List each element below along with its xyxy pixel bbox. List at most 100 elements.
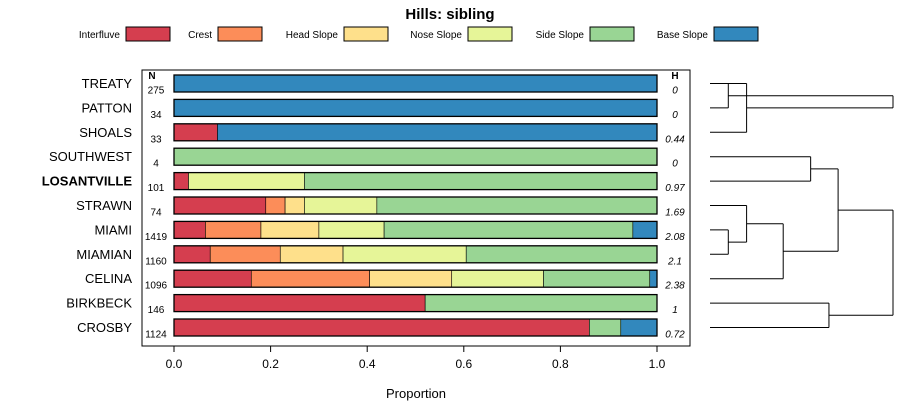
bar-outline xyxy=(173,98,658,118)
h-value: 0 xyxy=(672,110,678,121)
bar-outline xyxy=(173,123,658,142)
bar-outline xyxy=(173,220,658,240)
h-value: 2.1 xyxy=(667,256,682,267)
row-shoals: SHOALS 33 0.44 xyxy=(79,123,685,145)
row-birkbeck: BIRKBECK 146 1 xyxy=(66,293,678,316)
bar-segment-interfluve xyxy=(173,221,206,239)
bar-segment-head-slope xyxy=(279,245,344,264)
bar-segment-nose-slope xyxy=(451,269,544,288)
n-value: 74 xyxy=(150,208,162,219)
legend-swatch-2 xyxy=(343,26,389,42)
bar-segment-interfluve xyxy=(173,172,189,190)
x-tick-label-0: 0.0 xyxy=(166,357,183,371)
bar-outline xyxy=(173,318,658,337)
bar-segment-side-slope xyxy=(173,147,658,166)
bar-segment-base-slope xyxy=(632,221,658,239)
row-patton: PATTON 34 0 xyxy=(81,98,678,121)
h-value: 2.38 xyxy=(664,281,685,292)
legend-swatch-3 xyxy=(467,26,513,42)
dendrogram xyxy=(710,83,894,328)
legend-label-4: Side Slope xyxy=(536,30,585,41)
h-value: 0 xyxy=(672,86,678,97)
bar-segment-head-slope xyxy=(369,269,453,288)
n-value: 34 xyxy=(150,110,162,121)
bar-segment-interfluve xyxy=(173,318,590,337)
bar-segment-interfluve xyxy=(173,196,267,215)
bar-outline xyxy=(173,147,658,166)
n-value: 1124 xyxy=(145,330,167,341)
n-column-header: N xyxy=(148,71,155,82)
row-crosby: CROSBY 1124 0.72 xyxy=(77,318,685,341)
bar-segment-side-slope xyxy=(376,196,658,215)
category-label: MIAMIAN xyxy=(76,247,132,262)
bar-segment-crest xyxy=(250,269,370,288)
bar-segment-interfluve xyxy=(173,123,218,142)
bar-segment-interfluve xyxy=(173,294,426,312)
bar-segment-nose-slope xyxy=(188,172,305,190)
legend: Interfluve Crest Head Slope Nose Slope Side … xyxy=(79,26,759,42)
category-label: BIRKBECK xyxy=(66,296,132,311)
bar-outline xyxy=(173,269,658,288)
bar-outline xyxy=(173,74,658,93)
bar-segment-side-slope xyxy=(304,172,658,190)
x-tick-label-2: 0.4 xyxy=(359,357,376,371)
bar-rows: TREATY 275 0 PATTON 34 0 SHOALS 33 0.44 SOUTHWEST… xyxy=(42,74,685,341)
bar-segment-nose-slope xyxy=(318,221,385,239)
bar-segment-nose-slope xyxy=(304,196,378,215)
n-value: 275 xyxy=(148,86,165,97)
bar-segment-side-slope xyxy=(589,318,622,337)
category-label: STRAWN xyxy=(76,198,132,213)
category-label: SOUTHWEST xyxy=(49,149,132,164)
x-axis: 0.0 0.2 0.4 0.6 0.8 1.0 xyxy=(166,346,666,371)
bar-segment-base-slope xyxy=(217,123,658,142)
category-label: CELINA xyxy=(85,271,132,286)
row-strawn: STRAWN 74 1.69 xyxy=(76,196,685,219)
bar-segment-side-slope xyxy=(465,245,658,264)
bar-segment-head-slope xyxy=(260,221,320,239)
legend-label-0: Interfluve xyxy=(79,30,121,41)
bar-segment-side-slope xyxy=(543,269,651,288)
legend-label-1: Crest xyxy=(188,30,212,41)
bar-segment-side-slope xyxy=(424,294,658,312)
n-value: 1419 xyxy=(145,232,168,243)
legend-label-5: Base Slope xyxy=(657,30,709,41)
legend-swatch-1 xyxy=(217,26,263,42)
plot-frame xyxy=(141,69,691,347)
n-value: 1160 xyxy=(145,256,167,267)
legend-label-3: Nose Slope xyxy=(410,30,462,41)
h-value: 0.72 xyxy=(665,330,685,341)
x-tick-label-4: 0.8 xyxy=(552,357,569,371)
category-label: MIAMI xyxy=(94,222,132,237)
row-treaty: TREATY 275 0 xyxy=(82,74,678,97)
h-value: 0 xyxy=(672,159,678,170)
legend-swatch-0 xyxy=(125,26,171,42)
row-miami: MIAMI 1419 2.08 xyxy=(94,220,685,243)
legend-swatch-5 xyxy=(713,26,759,42)
bar-segment-crest xyxy=(205,221,262,239)
bar-segment-head-slope xyxy=(284,196,305,215)
bar-segment-base-slope xyxy=(649,269,658,288)
bar-segment-base-slope xyxy=(173,99,658,117)
x-tick-label-3: 0.6 xyxy=(455,357,472,371)
row-celina: CELINA 1096 2.38 xyxy=(85,269,685,292)
n-value: 101 xyxy=(148,183,165,194)
row-losantville: LOSANTVILLE 101 0.97 xyxy=(42,171,685,194)
h-value: 2.08 xyxy=(664,232,685,243)
bar-segment-base-slope xyxy=(620,318,658,337)
h-value: 0.97 xyxy=(665,183,685,194)
n-value: 1096 xyxy=(145,281,168,292)
h-value: 1 xyxy=(672,305,678,316)
h-column-header: H xyxy=(671,71,678,82)
bar-segment-interfluve xyxy=(173,245,211,264)
chart-title: Hills: sibling xyxy=(405,6,494,23)
bar-outline xyxy=(173,293,658,313)
bar-segment-side-slope xyxy=(383,221,634,239)
category-label: CROSBY xyxy=(77,320,132,335)
category-label: LOSANTVILLE xyxy=(42,174,133,189)
category-label: TREATY xyxy=(82,76,133,91)
bar-segment-nose-slope xyxy=(342,245,467,264)
h-value: 0.44 xyxy=(665,134,685,145)
x-axis-label: Proportion xyxy=(386,386,446,401)
legend-swatch-4 xyxy=(589,26,635,42)
